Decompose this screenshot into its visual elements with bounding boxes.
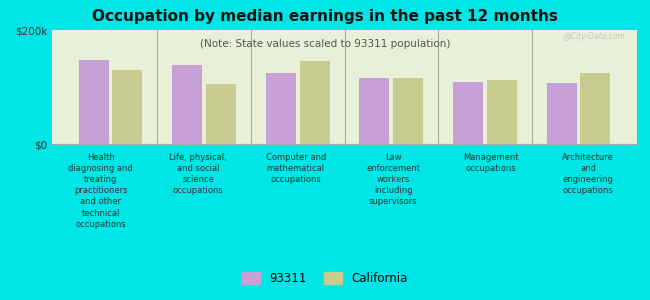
Text: Management
occupations: Management occupations [463, 153, 519, 173]
Text: Occupation by median earnings in the past 12 months: Occupation by median earnings in the pas… [92, 9, 558, 24]
Text: Law
enforcement
workers
including
supervisors: Law enforcement workers including superv… [366, 153, 421, 206]
Bar [580, 73, 610, 144]
Bar [453, 82, 483, 144]
Bar [359, 78, 389, 144]
Bar [172, 65, 202, 144]
Bar [266, 73, 296, 144]
Text: (Note: State values scaled to 93311 population): (Note: State values scaled to 93311 popu… [200, 39, 450, 49]
Bar [79, 60, 109, 144]
Bar [206, 84, 236, 144]
Text: Computer and
mathematical
occupations: Computer and mathematical occupations [266, 153, 326, 184]
Bar [487, 80, 517, 144]
Text: Life, physical,
and social
science
occupations: Life, physical, and social science occup… [170, 153, 227, 195]
Bar [393, 78, 423, 144]
Bar [300, 61, 330, 144]
Text: @City-Data.com: @City-Data.com [564, 32, 625, 41]
Legend: 93311, California: 93311, California [237, 266, 413, 291]
Bar [547, 83, 577, 144]
Text: Architecture
and
engineering
occupations: Architecture and engineering occupations [562, 153, 614, 195]
Text: Health
diagnosing and
treating
practitioners
and other
technical
occupations: Health diagnosing and treating practitio… [68, 153, 133, 229]
Bar [112, 70, 142, 144]
